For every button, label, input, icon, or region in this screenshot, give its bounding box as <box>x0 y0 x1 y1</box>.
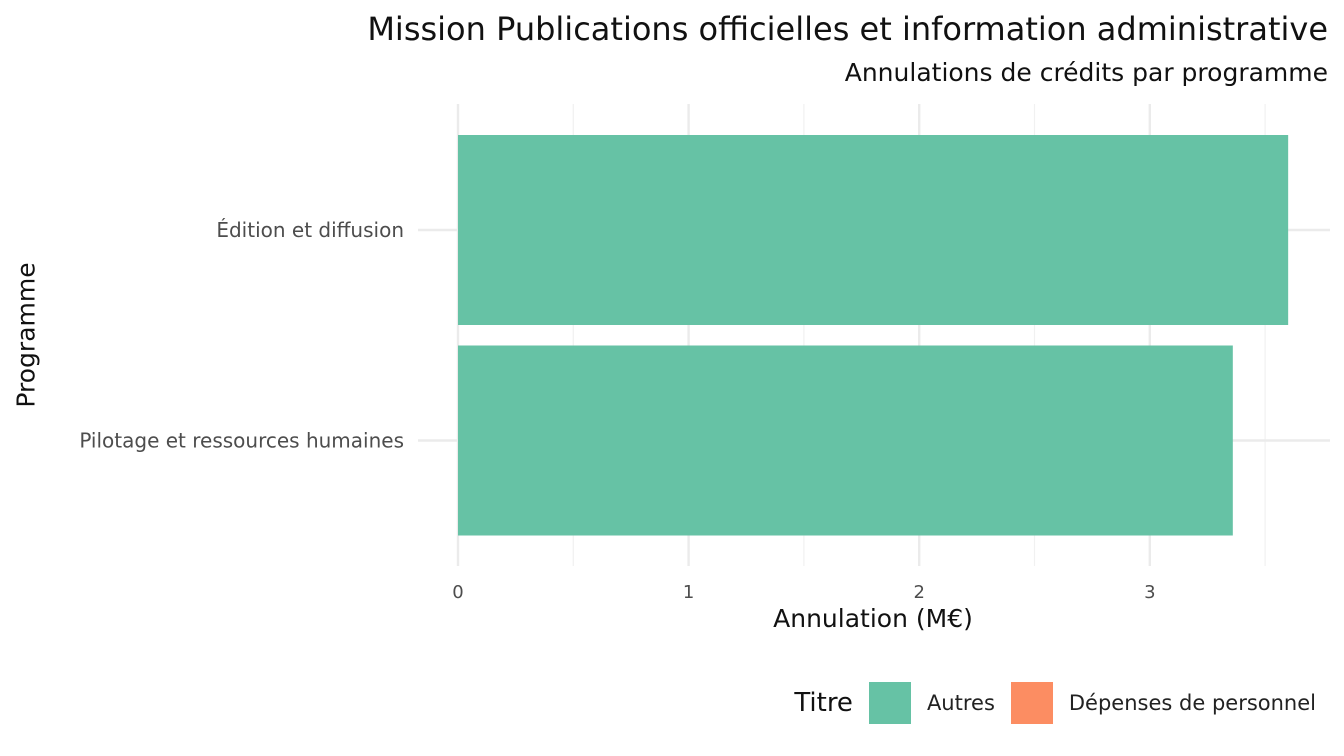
bar <box>458 135 1289 325</box>
y-tick-label: Édition et diffusion <box>216 218 404 242</box>
y-tick-label: Pilotage et ressources humaines <box>79 429 404 453</box>
x-tick-label: 1 <box>683 582 694 603</box>
legend-key-autres <box>868 682 911 724</box>
legend-title: Titre <box>794 688 853 718</box>
legend-label-autres: Autres <box>926 691 995 715</box>
legend: Titre Autres Dépenses de personnel <box>794 682 1316 724</box>
y-axis-label: Programme <box>11 262 41 408</box>
bar <box>458 345 1233 536</box>
chart-subtitle: Annulations de crédits par programme <box>844 58 1328 87</box>
chart-title: Mission Publications officielles et info… <box>367 10 1328 48</box>
legend-key-depenses-de-personnel <box>1010 682 1053 724</box>
x-axis-label: Annulation (M€) <box>773 604 973 633</box>
x-tick-label: 3 <box>1144 582 1155 603</box>
x-tick-label: 2 <box>913 582 924 603</box>
x-tick-label: 0 <box>452 582 463 603</box>
legend-label-depenses-de-personnel: Dépenses de personnel <box>1068 691 1316 715</box>
